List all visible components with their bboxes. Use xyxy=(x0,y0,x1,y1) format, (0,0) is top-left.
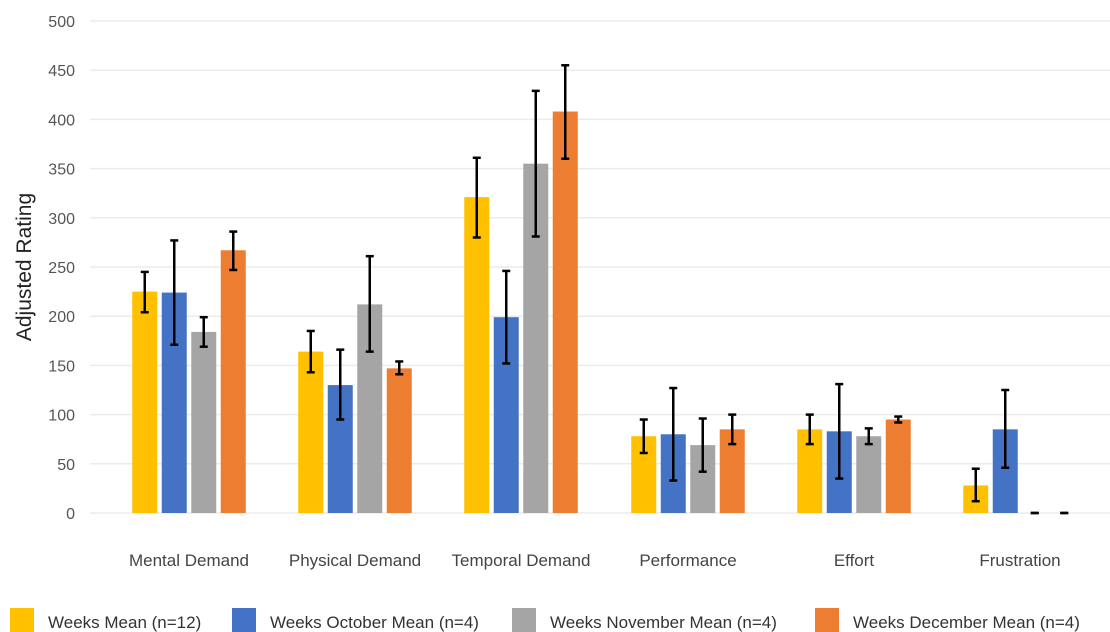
error-bar-physical-demand-series-3 xyxy=(365,254,374,353)
error-bar-effort-series-3 xyxy=(864,427,873,446)
x-tick-label-temporal-demand: Temporal Demand xyxy=(452,551,591,570)
legend-swatch-series-2 xyxy=(232,608,256,632)
bar-physical-demand-series-1 xyxy=(298,351,324,513)
error-bar-performance-series-4 xyxy=(728,413,737,446)
error-bar-performance-series-2 xyxy=(669,386,678,482)
legend-item-series-1: Weeks Mean (n=12) xyxy=(10,608,201,632)
bar-temporal-demand-series-1 xyxy=(464,197,490,514)
legend-swatch-series-3 xyxy=(512,608,536,632)
legend: Weeks Mean (n=12) Weeks October Mean (n=4… xyxy=(10,608,1080,632)
bar-effort-series-4 xyxy=(885,419,911,513)
x-axis-category-labels: Mental Demand Physical Demand Temporal Dem… xyxy=(129,551,1061,570)
y-tick-label-300: 300 xyxy=(48,211,75,228)
y-tick-label-0: 0 xyxy=(66,506,75,523)
error-bar-mental-demand-series-2 xyxy=(170,239,179,346)
error-bar-effort-series-2 xyxy=(835,382,844,480)
bar-temporal-demand-series-4 xyxy=(552,111,578,513)
error-bars xyxy=(140,64,1069,515)
error-bar-temporal-demand-series-4 xyxy=(561,64,570,161)
legend-label-series-2: Weeks October Mean (n=4) xyxy=(270,613,479,632)
y-tick-label-450: 450 xyxy=(48,63,75,80)
error-bar-mental-demand-series-3 xyxy=(199,315,208,348)
y-tick-label-500: 500 xyxy=(48,14,75,31)
error-bar-effort-series-1 xyxy=(805,413,814,446)
y-tick-label-350: 350 xyxy=(48,162,75,179)
y-tick-label-250: 250 xyxy=(48,260,75,277)
error-bar-temporal-demand-series-1 xyxy=(472,156,481,239)
bar-mental-demand-series-4 xyxy=(220,250,246,513)
bar-mental-demand-series-1 xyxy=(132,291,158,513)
y-axis-title: Adjusted Rating xyxy=(13,193,36,341)
bar-mental-demand-series-3 xyxy=(191,331,217,513)
error-bar-frustration-series-2 xyxy=(1001,388,1010,469)
error-bar-temporal-demand-series-3 xyxy=(531,89,540,238)
error-bar-mental-demand-series-1 xyxy=(140,270,149,314)
bar-effort-series-3 xyxy=(856,436,882,513)
error-bar-effort-series-4 xyxy=(894,415,903,424)
error-bar-physical-demand-series-4 xyxy=(395,360,404,376)
error-bar-physical-demand-series-1 xyxy=(306,329,315,374)
legend-swatch-series-4 xyxy=(815,608,839,632)
x-tick-label-performance: Performance xyxy=(639,551,736,570)
legend-item-series-4: Weeks December Mean (n=4) xyxy=(815,608,1080,632)
y-tick-label-400: 400 xyxy=(48,112,75,129)
y-tick-label-200: 200 xyxy=(48,309,75,326)
legend-label-series-3: Weeks November Mean (n=4) xyxy=(550,613,777,632)
legend-item-series-2: Weeks October Mean (n=4) xyxy=(232,608,479,632)
y-tick-label-150: 150 xyxy=(48,358,75,375)
y-axis-tick-labels: 0 50 100 150 200 250 300 350 400 450 500 xyxy=(48,14,75,523)
error-bar-physical-demand-series-2 xyxy=(336,348,345,421)
legend-label-series-4: Weeks December Mean (n=4) xyxy=(853,613,1080,632)
x-tick-label-frustration: Frustration xyxy=(979,551,1060,570)
x-tick-label-mental-demand: Mental Demand xyxy=(129,551,249,570)
y-tick-label-50: 50 xyxy=(57,457,75,474)
legend-item-series-3: Weeks November Mean (n=4) xyxy=(512,608,777,632)
bars xyxy=(132,111,1018,514)
error-bar-mental-demand-series-4 xyxy=(229,230,238,272)
x-tick-label-effort: Effort xyxy=(834,551,875,570)
gridlines xyxy=(90,20,1110,514)
legend-label-series-1: Weeks Mean (n=12) xyxy=(48,613,201,632)
bar-physical-demand-series-4 xyxy=(386,368,412,513)
error-bar-performance-series-1 xyxy=(639,418,648,455)
y-tick-label-100: 100 xyxy=(48,408,75,425)
x-tick-label-physical-demand: Physical Demand xyxy=(289,551,421,570)
error-bar-performance-series-3 xyxy=(698,417,707,473)
error-bar-temporal-demand-series-2 xyxy=(502,269,511,365)
error-bar-frustration-series-1 xyxy=(971,467,980,503)
legend-swatch-series-1 xyxy=(10,608,34,632)
